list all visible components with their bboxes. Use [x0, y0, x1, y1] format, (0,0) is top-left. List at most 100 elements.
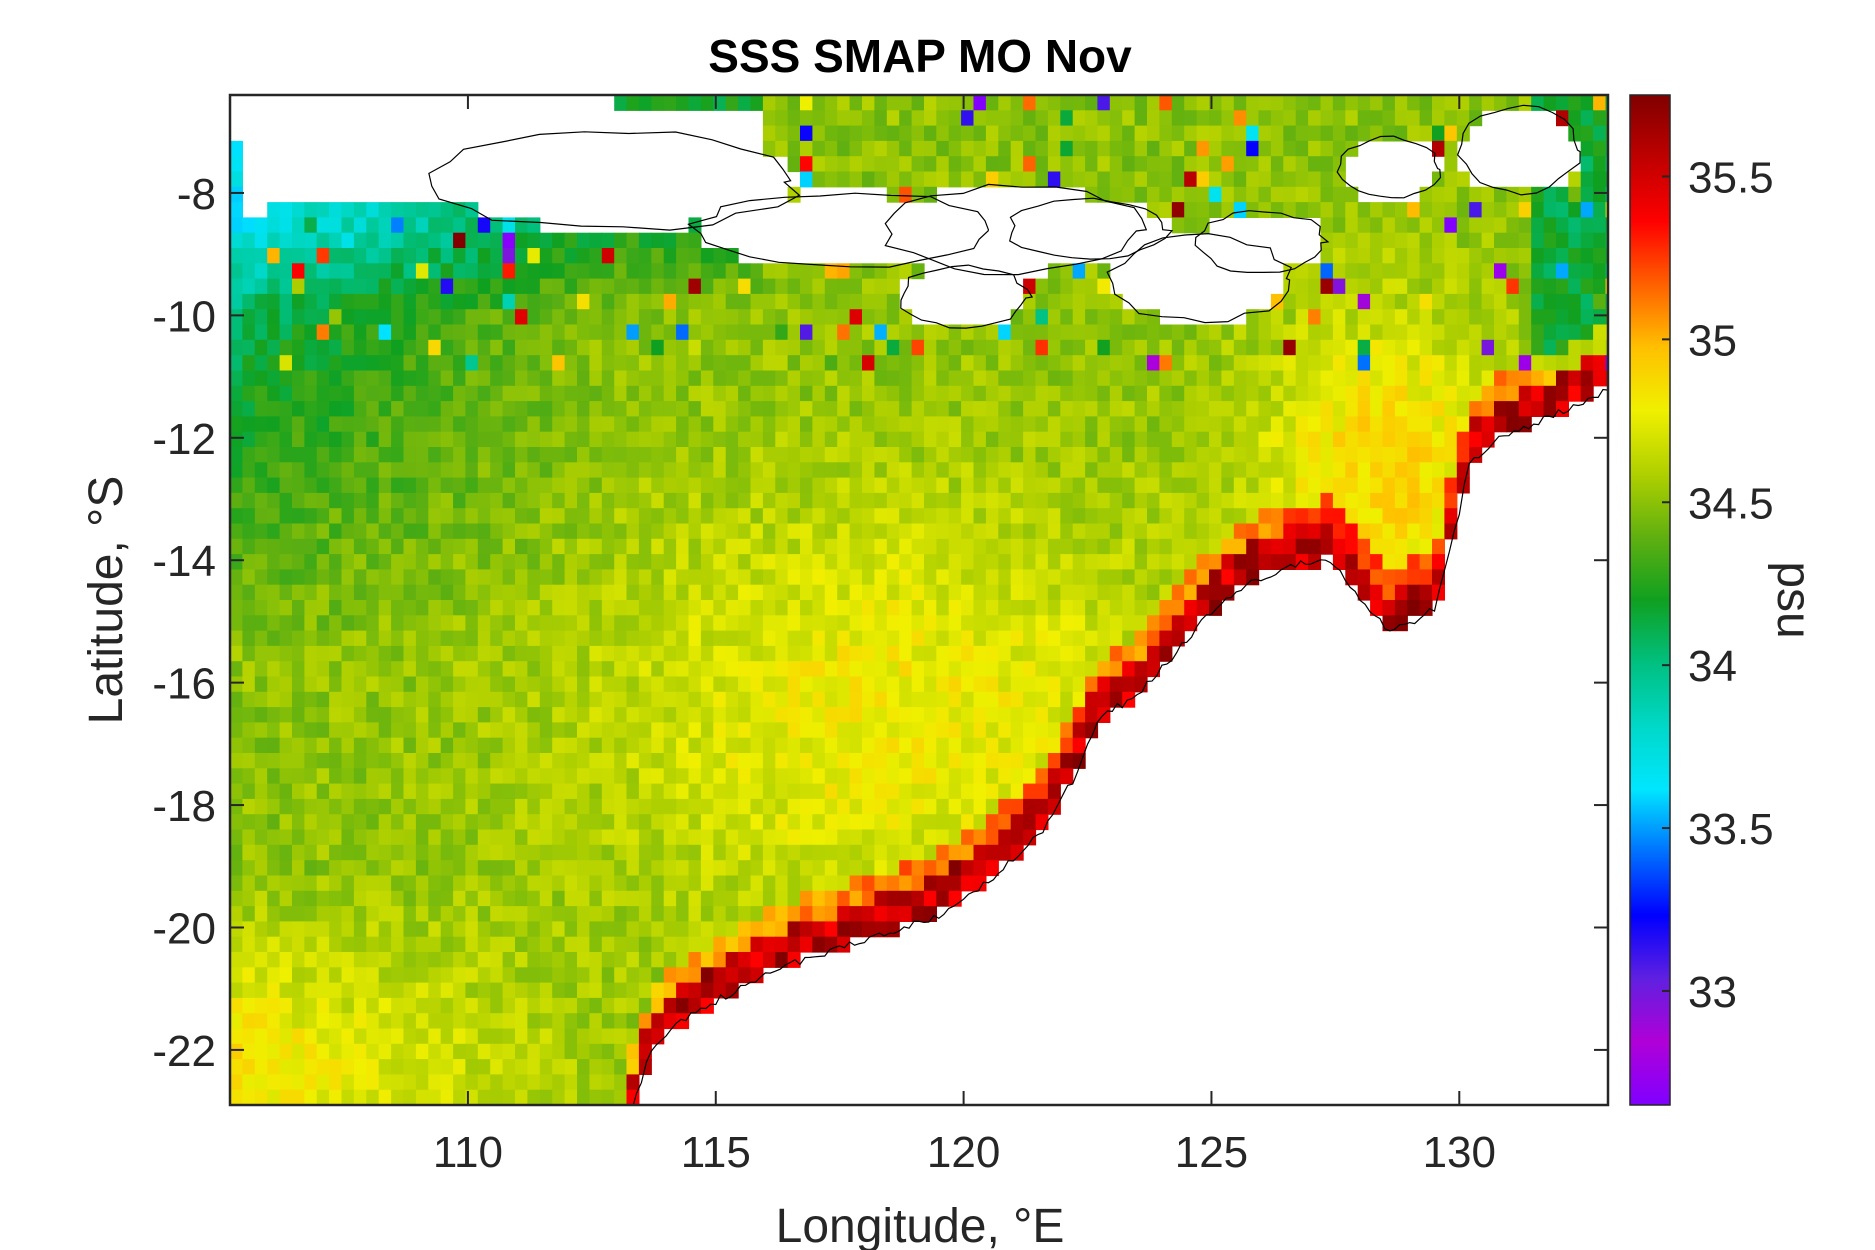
salinity-cell [800, 814, 813, 831]
salinity-cell [378, 783, 392, 800]
salinity-cell [465, 355, 479, 372]
salinity-cell [329, 447, 343, 463]
salinity-cell [614, 997, 628, 1014]
salinity-cell [750, 263, 764, 280]
salinity-cell [316, 492, 330, 509]
salinity-cell [911, 416, 925, 433]
salinity-cell [824, 569, 838, 586]
salinity-cell [230, 615, 243, 632]
salinity-cell [725, 906, 739, 922]
salinity-cell [837, 477, 851, 494]
salinity-cell [1159, 385, 1173, 402]
salinity-cell [725, 936, 739, 953]
salinity-cell [1085, 416, 1099, 433]
salinity-cell [1010, 416, 1024, 433]
salinity-cell [775, 110, 789, 127]
salinity-cell [242, 676, 256, 693]
salinity-cell [465, 554, 479, 570]
salinity-cell [924, 600, 937, 616]
salinity-cell [725, 339, 739, 356]
salinity-cell [775, 707, 789, 723]
salinity-cell [1382, 339, 1396, 356]
salinity-cell [502, 691, 516, 708]
salinity-cell [1209, 462, 1222, 479]
salinity-cell [886, 615, 900, 632]
salinity-cell [1159, 339, 1173, 356]
salinity-cell [329, 538, 343, 555]
salinity-cell [366, 798, 380, 815]
salinity-cell [924, 753, 937, 769]
salinity-cell [1085, 125, 1099, 142]
salinity-cell [862, 707, 875, 723]
salinity-cell [1345, 339, 1359, 356]
salinity-cell [985, 584, 999, 601]
salinity-cell [924, 385, 937, 402]
salinity-cell [254, 538, 268, 555]
salinity-cell [824, 906, 838, 922]
salinity-cell [626, 370, 640, 387]
salinity-cell [254, 477, 268, 494]
salinity-cell [391, 691, 405, 708]
salinity-cell [304, 676, 318, 693]
salinity-cell [787, 554, 801, 570]
salinity-cell [1382, 232, 1396, 249]
salinity-cell [1035, 462, 1049, 479]
salinity-cell [948, 798, 962, 815]
salinity-cell [1506, 232, 1520, 249]
salinity-cell [242, 569, 256, 586]
salinity-cell [1320, 385, 1334, 402]
salinity-cell [973, 691, 987, 708]
salinity-cell [1543, 385, 1557, 402]
salinity-cell [1246, 462, 1260, 479]
salinity-cell [998, 783, 1012, 800]
salinity-cell [1481, 263, 1495, 280]
salinity-cell [366, 860, 380, 877]
salinity-cell [316, 339, 330, 356]
salinity-cell [242, 462, 256, 479]
salinity-cell [242, 1089, 256, 1105]
salinity-cell [415, 355, 429, 372]
salinity-cell [750, 584, 764, 601]
salinity-cell [1097, 630, 1111, 647]
salinity-cell [502, 707, 516, 723]
salinity-cell [1345, 477, 1359, 494]
salinity-cell [1035, 707, 1049, 723]
salinity-cell [403, 952, 417, 968]
salinity-cell [750, 860, 764, 877]
salinity-cell [651, 661, 665, 678]
salinity-cell [391, 967, 405, 984]
salinity-cell [353, 982, 367, 999]
salinity-cell [601, 293, 615, 310]
salinity-cell [614, 523, 628, 540]
salinity-cell [775, 737, 789, 754]
salinity-cell [267, 554, 281, 570]
salinity-cell [1184, 492, 1198, 509]
salinity-cell [1134, 508, 1148, 525]
salinity-cell [267, 278, 281, 295]
salinity-cell [1556, 278, 1569, 295]
salinity-cell [267, 584, 281, 601]
salinity-cell [886, 508, 900, 525]
salinity-cell [279, 477, 293, 494]
salinity-cell [762, 324, 776, 341]
salinity-cell [1072, 95, 1086, 111]
salinity-cell [800, 110, 813, 127]
salinity-cell [663, 370, 677, 387]
salinity-cell [242, 967, 256, 984]
salinity-cell [254, 707, 268, 723]
salinity-cell [1432, 202, 1445, 218]
salinity-cell [1221, 477, 1235, 494]
salinity-cell [638, 248, 652, 264]
salinity-cell [1394, 263, 1408, 280]
salinity-cell [837, 814, 851, 831]
salinity-cell [254, 829, 268, 846]
salinity-cell [1171, 492, 1185, 509]
salinity-cell [304, 798, 318, 815]
salinity-cell [304, 1089, 318, 1105]
salinity-cell [651, 462, 665, 479]
salinity-cell [1047, 768, 1061, 785]
salinity-cell [539, 355, 553, 372]
salinity-cell [849, 431, 863, 448]
salinity-cell [936, 401, 950, 417]
salinity-cell [700, 661, 714, 678]
